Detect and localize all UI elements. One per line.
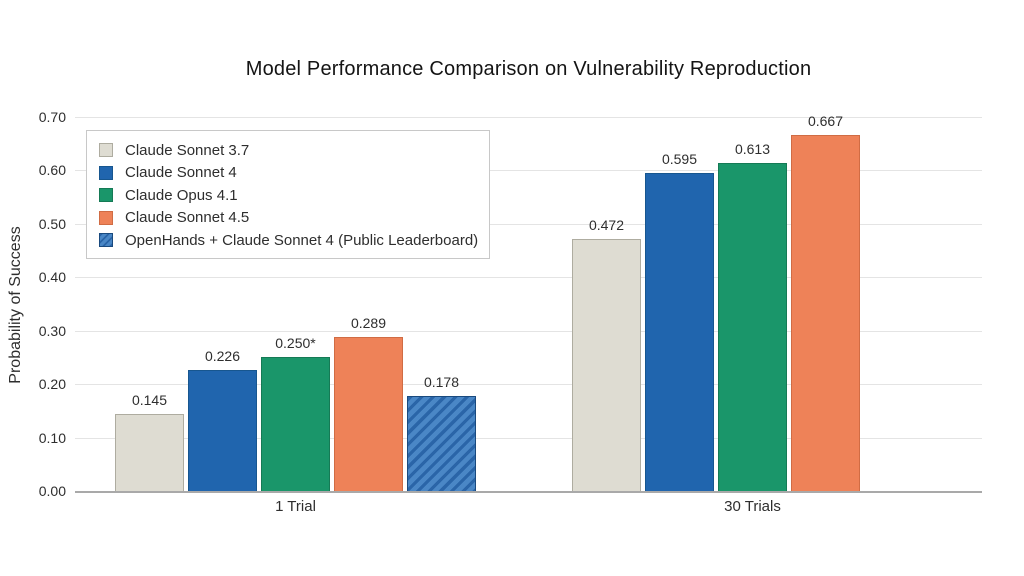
legend-item: Claude Sonnet 4.5	[99, 207, 489, 230]
y-tick-label: 0.70	[38, 109, 66, 125]
legend-item: Claude Sonnet 3.7	[99, 139, 489, 162]
legend-item-label: Claude Sonnet 3.7	[125, 141, 250, 159]
bar-claude-sonnet-4-30-trials	[645, 173, 714, 491]
y-tick-label: 0.30	[38, 322, 66, 339]
bar-claude-opus-4-1-1-trial	[261, 357, 330, 491]
y-tick-label: 0.50	[38, 215, 66, 232]
x-category-label: 1 Trial	[275, 498, 316, 515]
legend-swatch-claude-sonnet-4	[99, 165, 113, 180]
chart-title: Model Performance Comparison on Vulnerab…	[245, 58, 812, 80]
gridline-0.60	[75, 170, 982, 172]
legend-swatch-claude-sonnet-4-5	[99, 210, 113, 225]
bar-claude-sonnet-3-7-1-trial	[115, 413, 184, 491]
y-tick-label: 0.60	[38, 162, 66, 179]
bar-claude-opus-4-1-30-trials	[718, 163, 787, 491]
legend-swatch-claude-opus-4-1	[99, 188, 113, 203]
legend-item: Claude Sonnet 4	[99, 162, 489, 185]
legend: Claude Sonnet 3.7 Claude Sonnet 4 Claude O…	[86, 130, 490, 259]
bar-value-label: 0.472	[588, 216, 625, 233]
y-tick-label: 0.40	[38, 269, 66, 286]
legend-item: Claude Opus 4.1	[99, 184, 489, 207]
y-axis-label: Probability of Success	[7, 226, 24, 384]
bar-value-label: 0.145	[131, 391, 168, 408]
bar-claude-sonnet-4-5-1-trial	[334, 336, 403, 491]
legend-swatch-openhands-claude-sonnet-4-public-leaderboard	[99, 233, 113, 248]
bar-value-label: 0.226	[204, 348, 241, 365]
bar-value-label: 0.613	[734, 141, 771, 158]
legend-item-label: Claude Sonnet 4	[125, 164, 237, 182]
gridline-0.70	[75, 117, 982, 118]
bar-value-label: 0.595	[661, 151, 698, 168]
x-category-label: 30 Trials	[724, 498, 781, 515]
bar-claude-sonnet-3-7-30-trials	[572, 238, 641, 491]
gridline-0.40	[75, 277, 982, 279]
bar-value-label: 0.178	[423, 373, 460, 390]
plot-area: 0.145 0.472 0.226 0.595 0.250* 0.613 0.289 0.66…	[75, 113, 982, 493]
y-tick-label: 0.10	[38, 429, 66, 446]
legend-swatch-claude-sonnet-3-7	[99, 143, 113, 158]
bar-value-label: 0.289	[350, 314, 387, 331]
y-tick-label: 0.00	[38, 483, 66, 499]
bar-claude-sonnet-4-1-trial	[188, 370, 257, 491]
legend-item: OpenHands + Claude Sonnet 4 (Public Lead…	[99, 229, 489, 252]
bar-value-label: 0.250*	[275, 335, 316, 352]
y-tick-label: 0.20	[38, 376, 66, 393]
gridline-0.20	[75, 384, 982, 386]
legend-item-label: Claude Opus 4.1	[125, 186, 238, 204]
gridline-0.30	[75, 330, 982, 332]
bar-value-label: 0.667	[807, 112, 844, 129]
bar-openhands-claude-sonnet-4-public-leaderboard-1-trial	[407, 395, 476, 491]
gridline-0.50	[75, 223, 982, 225]
gridline-0.10	[75, 437, 982, 439]
bar-claude-sonnet-4-5-30-trials	[791, 134, 860, 491]
legend-item-label: OpenHands + Claude Sonnet 4 (Public Lead…	[125, 231, 479, 249]
legend-item-label: Claude Sonnet 4.5	[125, 209, 250, 227]
